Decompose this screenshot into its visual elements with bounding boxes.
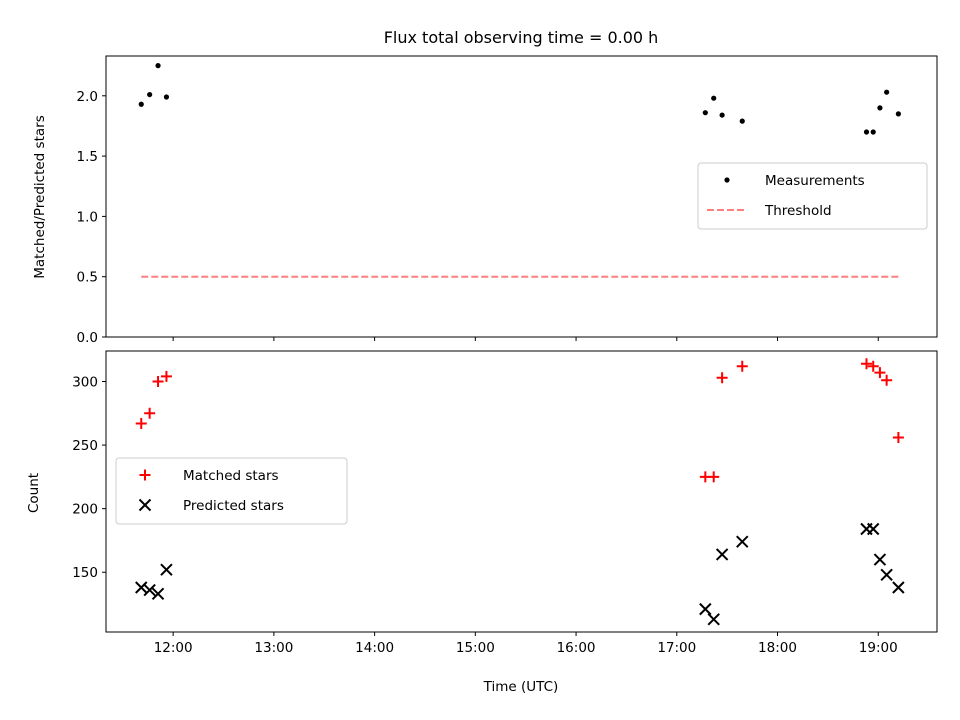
- x-tick-label: 16:00: [557, 640, 596, 656]
- top-axes-frame: [105, 55, 938, 338]
- top-y-tick-label: 0.0: [77, 330, 98, 346]
- x-tick-label: 13:00: [254, 640, 293, 656]
- top-legend: Measurements Threshold: [697, 162, 928, 230]
- top-dot-point-8: [863, 129, 870, 135]
- x-axis-label: Time (UTC): [483, 679, 559, 695]
- top-y-tick-label: 2.0: [77, 89, 98, 105]
- top-dot-point-3: [163, 94, 170, 100]
- top-dot-point-12: [895, 111, 901, 117]
- bottom-plus-point-10: [874, 367, 886, 379]
- bottom-y-tick-label: 300: [72, 375, 98, 391]
- bottom-plus-point-2: [152, 376, 164, 388]
- bottom-plus-point-6: [716, 372, 728, 384]
- bottom-plus-point-1: [144, 407, 156, 419]
- bottom-plus-point-7: [736, 360, 748, 372]
- top-y-tick-label: 1.0: [77, 209, 98, 225]
- top-y-tick-label: 1.5: [77, 149, 98, 165]
- bottom-legend-box: [115, 457, 348, 525]
- bottom-plot-area: 150 200 250 300 12:00 13:00 14:00 15:00 16:00 17:…: [72, 350, 938, 656]
- top-dot-point-6: [719, 112, 725, 118]
- bottom-plus-point-11: [881, 374, 893, 386]
- bottom-y-tick-label: 200: [72, 502, 98, 518]
- bottom-x-point-6: [715, 548, 729, 561]
- bottom-legend-plus-handle: [139, 469, 151, 481]
- bottom-plus-point-8: [860, 358, 872, 370]
- top-dot-point-5: [711, 95, 717, 101]
- bottom-plus-point-0: [135, 417, 147, 429]
- bottom-x-point-4: [699, 602, 712, 616]
- x-tick-label: 12:00: [154, 640, 193, 656]
- bottom-plus-point-3: [160, 370, 172, 382]
- bottom-y-axis-label: Count: [26, 473, 42, 513]
- bottom-x-point-0: [135, 581, 148, 594]
- bottom-plus-point-9: [867, 360, 879, 372]
- top-dot-point-9: [870, 129, 876, 135]
- bottom-plus-point-5: [708, 471, 720, 483]
- top-legend-box: [697, 162, 928, 230]
- top-dot-point-2: [155, 63, 161, 69]
- top-dot-point-1: [147, 91, 153, 98]
- bottom-plus-point-12: [892, 431, 904, 443]
- bottom-x-point-5: [707, 613, 720, 626]
- bottom-legend-label: Predicted stars: [183, 498, 284, 514]
- bottom-x-point-1: [143, 583, 156, 597]
- top-dot-point-0: [138, 101, 144, 107]
- top-legend-label: Measurements: [765, 173, 865, 189]
- top-y-tick-label: 0.5: [77, 270, 98, 286]
- bottom-legend-x-handle: [138, 498, 152, 512]
- bottom-y-tick-label: 250: [72, 438, 98, 454]
- top-legend-dot-handle: [724, 177, 730, 183]
- bottom-legend: Matched stars Predicted stars: [115, 457, 348, 525]
- bottom-x-point-9: [866, 522, 880, 536]
- bottom-x-point-3: [160, 563, 173, 576]
- bottom-legend-label: Matched stars: [183, 468, 279, 484]
- chart-title: Flux total observing time = 0.00 h: [384, 28, 659, 47]
- top-dot-point-11: [884, 89, 890, 95]
- x-tick-label: 19:00: [859, 640, 898, 656]
- bottom-x-point-7: [736, 535, 749, 548]
- bottom-x-point-12: [892, 581, 905, 594]
- top-y-axis-label: Matched/Predicted stars: [32, 115, 48, 278]
- x-tick-label: 14:00: [355, 640, 394, 656]
- top-dot-point-10: [877, 105, 883, 111]
- bottom-x-point-10: [873, 553, 887, 566]
- top-legend-label: Threshold: [764, 203, 832, 219]
- top-dot-point-7: [739, 118, 745, 124]
- bottom-axes-frame: [105, 350, 938, 633]
- x-tick-label: 17:00: [657, 640, 696, 656]
- bottom-x-point-2: [151, 587, 165, 601]
- top-dot-point-4: [702, 110, 708, 116]
- top-plot-area: 0.0 0.5 1.0 1.5 2.0: [77, 55, 938, 346]
- x-tick-label: 15:00: [456, 640, 495, 656]
- x-tick-label: 18:00: [758, 640, 797, 656]
- bottom-y-tick-label: 150: [72, 565, 98, 581]
- bottom-x-point-11: [880, 568, 893, 581]
